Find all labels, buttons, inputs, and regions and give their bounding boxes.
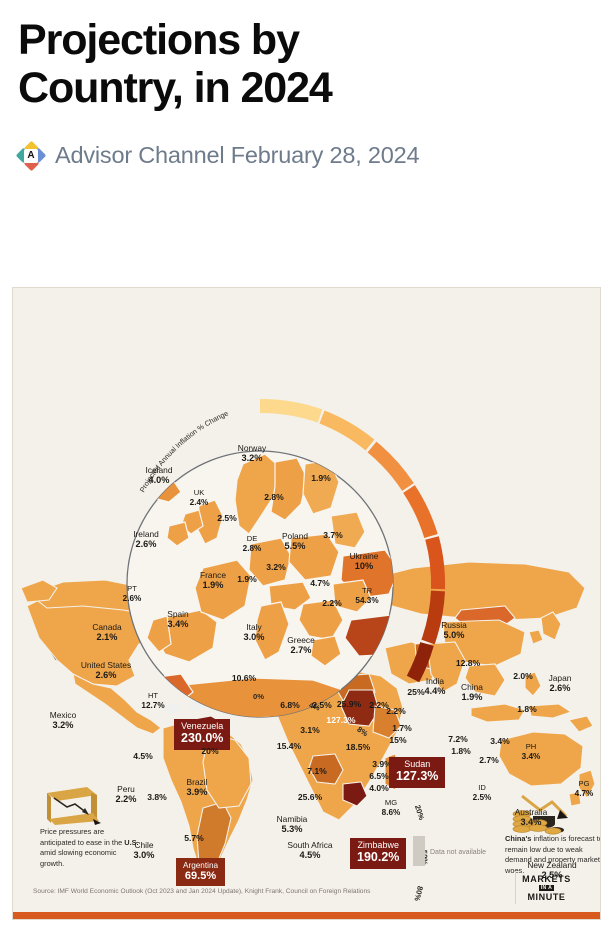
data-not-available-label: Data not available (430, 849, 487, 856)
page-title: Projections by Country, in 2024 (18, 16, 578, 112)
note-us-bold: U.S. (124, 837, 139, 847)
europe-detail-map (134, 453, 393, 717)
country-name: Zimbabwe (357, 840, 399, 850)
markets-in-a-minute-logo: MARKETS IN A MINUTE (515, 871, 577, 904)
note-china: China's inflation is forecast to remain … (505, 834, 601, 876)
world-map-figure: Projected Annual Inflation % Change (13, 288, 600, 919)
note-china-bold: China's (505, 834, 532, 843)
country-name: Venezuela (181, 721, 224, 731)
page-title-line1: Projections by (18, 16, 300, 64)
bottom-accent-bar (13, 912, 600, 919)
country-name: Argentina (183, 861, 219, 870)
logo-letter: A (24, 148, 38, 163)
brand-line2: IN A (538, 884, 555, 891)
country-name: Sudan (404, 759, 431, 769)
page-title-line2: Country, in 2024 (18, 64, 333, 113)
declining-chart-frame-icon (47, 787, 101, 825)
coins-declining-icon (512, 794, 568, 835)
byline-text: Advisor Channel February 28, 2024 (55, 142, 420, 169)
note-us-pre: Price pressures are anticipated to ease … (40, 827, 125, 847)
infographic-card: Inflation Forecasts 2024 In 2024, the In… (12, 287, 601, 920)
brand-line3: MINUTE (527, 891, 566, 902)
legend-arc (259, 398, 446, 683)
country-value: 230.0% (181, 730, 224, 745)
advisor-channel-logo-icon: A (15, 140, 47, 172)
legend-tick-0: 0% (253, 692, 264, 701)
data-not-available-swatch (413, 836, 425, 866)
country-value: 69.5% (184, 870, 217, 883)
note-us: Price pressures are anticipated to ease … (40, 827, 140, 869)
country-value: 190.2% (357, 849, 400, 864)
country-label: Zimbabwe 190.2% (350, 838, 407, 869)
note-us-post: amid slowing economic growth. (40, 848, 117, 868)
country-label: Venezuela 230.0% (174, 719, 231, 750)
brand-line1: MARKETS (522, 873, 571, 884)
country-value: 127.3% (396, 768, 439, 783)
byline: A Advisor Channel February 28, 2024 (15, 140, 595, 172)
country-label: Sudan 127.3% (389, 757, 446, 788)
country-label: Argentina 69.5% (176, 858, 226, 887)
article-header: Projections by Country, in 2024 A Adviso… (0, 0, 613, 172)
note-china-post: inflation is forecast to remain low due … (505, 834, 601, 875)
source-note: Source: IMF World Economic Outlook (Oct … (33, 888, 371, 895)
